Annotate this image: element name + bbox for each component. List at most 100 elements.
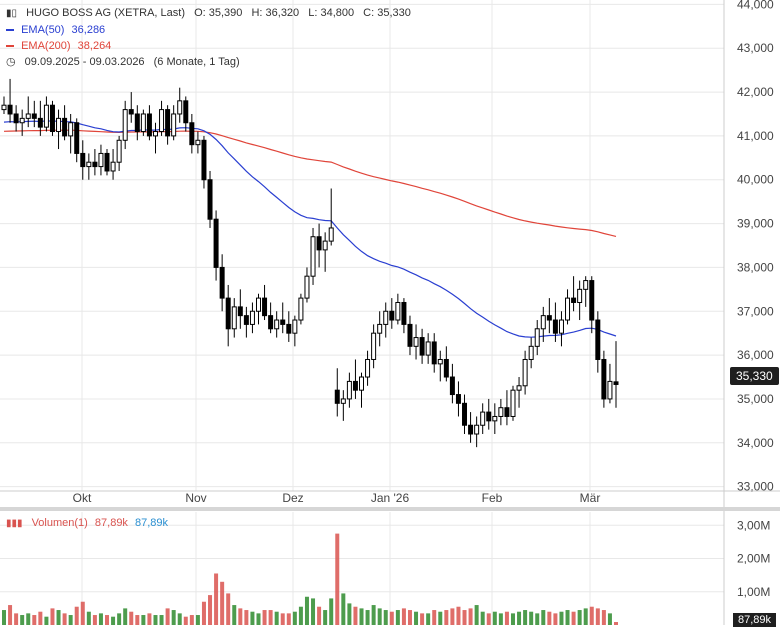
candle-body [165, 109, 171, 137]
ema200-path [3, 129, 617, 237]
volume-bar [26, 613, 31, 625]
candle-body [225, 297, 231, 330]
volume-tick-label: 1,00M [737, 585, 770, 599]
candle-body [395, 301, 401, 321]
price-tick-label: 42,000 [737, 85, 774, 99]
candle-body [213, 218, 219, 268]
volume-bar [292, 611, 297, 625]
price-tick-label: 34,000 [737, 436, 774, 450]
legend: ▮▯ HUGO BOSS AG (XETRA, Last) O: 35,390 … [6, 5, 417, 70]
volume-bar [232, 605, 237, 625]
volume-bar [444, 610, 449, 625]
candle-body [486, 411, 492, 422]
candle-body [189, 122, 195, 146]
volume-red-value: 87,89k [94, 517, 128, 529]
volume-bar [80, 601, 85, 625]
price-tick-label: 39,000 [737, 217, 774, 231]
price-tick-label: 38,000 [737, 260, 774, 274]
volume-bar [177, 613, 182, 625]
candle-body [468, 424, 474, 435]
candle-body [565, 297, 571, 321]
volume-bar [577, 610, 582, 625]
volume-bar [68, 615, 73, 625]
candle-body [146, 113, 152, 137]
volume-bar [111, 616, 116, 625]
volume-bar [395, 610, 400, 625]
volume-bar [56, 610, 61, 625]
volume-bar [98, 613, 103, 625]
volume-bar [262, 610, 267, 625]
candle-body [68, 122, 74, 137]
volume-bar [571, 611, 576, 625]
volume-bar [250, 611, 255, 625]
volume-bar [517, 611, 522, 625]
legend-ema50-row[interactable]: EMA(50) 36,286 [6, 22, 417, 38]
candle-body [449, 376, 455, 396]
candle-body [1, 104, 7, 111]
candle-body [328, 227, 334, 242]
candle-body [522, 358, 528, 387]
volume-bar [244, 610, 249, 625]
volume-bar [159, 615, 164, 625]
volume-bar [268, 610, 273, 625]
candle-body [31, 113, 37, 119]
ema200-label: EMA(200) [21, 40, 71, 52]
candle-body [280, 319, 286, 325]
candle-body [304, 275, 310, 299]
candle-body [595, 319, 601, 360]
candle-body [237, 306, 243, 317]
candle-body [201, 139, 207, 181]
candle-body [419, 337, 425, 356]
volume-bar [274, 611, 279, 625]
candle-body [128, 109, 134, 115]
candle-body [431, 341, 437, 365]
candle-body [516, 385, 522, 391]
volume-bar [468, 608, 473, 625]
candle-body [601, 358, 607, 400]
volume-legend: ▮▮▮ Volumen(1) 87,89k 87,89k [6, 515, 174, 532]
volume-bar [280, 613, 285, 625]
ema50-label: EMA(50) [21, 24, 65, 36]
legend-high: H: 36,320 [251, 7, 300, 19]
volume-bar [2, 610, 6, 625]
volume-last-tag: 87,89k [733, 613, 777, 627]
volume-bar [286, 613, 291, 625]
candle-body [413, 337, 419, 347]
volume-bar [20, 615, 25, 625]
candle-body [474, 424, 480, 435]
volume-bar [607, 613, 612, 625]
legend-range-note: (6 Monate, 1 Tag) [153, 56, 240, 68]
candle-body [177, 100, 183, 115]
candle-body [334, 389, 340, 404]
candle-body [571, 297, 577, 303]
volume-bar [189, 615, 194, 625]
candle-body [152, 131, 158, 137]
volume-bar [38, 611, 43, 625]
volume-bar [304, 596, 309, 625]
volume-bar [256, 613, 261, 625]
legend-ema200-row[interactable]: EMA(200) 38,264 [6, 38, 417, 54]
candle-body [322, 240, 328, 251]
volume-bar [383, 610, 388, 625]
volume-bar [353, 606, 358, 625]
volume-bar [105, 615, 110, 625]
price-tick-label: 44,000 [737, 0, 774, 11]
candle-body [492, 415, 498, 422]
volume-bar [238, 608, 243, 625]
ema50-swatch [6, 29, 14, 32]
candle-body [352, 380, 358, 391]
candle-body [13, 113, 19, 124]
candle-body [310, 236, 316, 277]
candle-body [365, 358, 371, 378]
volume-bar [401, 608, 406, 625]
volume-bar [335, 533, 340, 625]
price-tick-label: 33,000 [737, 480, 774, 494]
volume-bar [583, 608, 588, 625]
candle-body [74, 122, 80, 154]
candle-body [462, 402, 468, 426]
candle-body [480, 411, 486, 426]
candle-body [534, 328, 540, 347]
candle-body [219, 266, 225, 299]
candle-body [195, 139, 201, 146]
volume-bar [359, 608, 364, 625]
